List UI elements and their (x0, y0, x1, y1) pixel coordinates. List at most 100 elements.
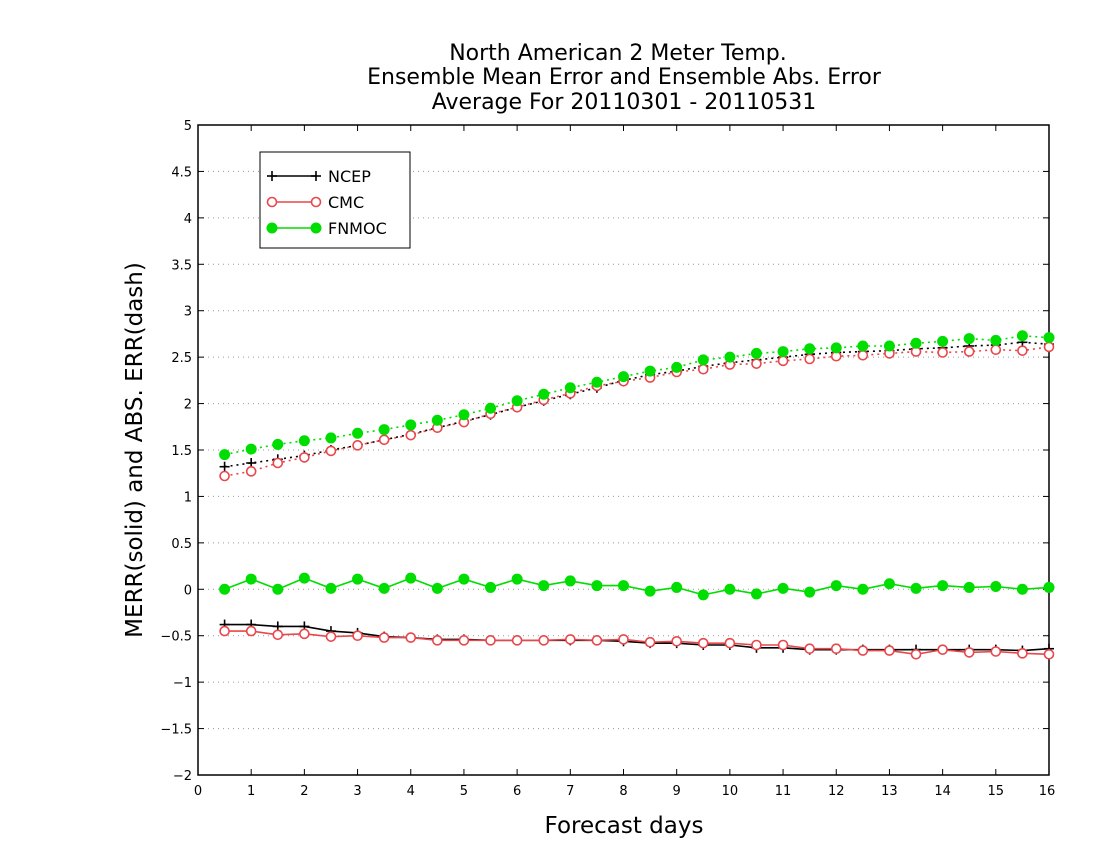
point-cmc-abs-err (1043, 341, 1055, 353)
point-cmc-abs-err (697, 363, 709, 375)
point-fnmoc-merr (910, 582, 922, 594)
x-tick-label: 1 (247, 784, 255, 799)
point-cmc-merr (990, 646, 1002, 657)
x-tick-label: 3 (353, 784, 361, 799)
chart-title-line-1: North American 2 Meter Temp. (449, 41, 787, 66)
series-fnmoc-abs-err-line (224, 334, 1050, 456)
point-fnmoc-merr (990, 581, 1002, 592)
point-cmc-abs-err (352, 440, 363, 451)
point-fnmoc-abs-err (431, 414, 443, 426)
point-fnmoc-abs-err (1043, 332, 1055, 344)
series-layer (219, 330, 1055, 660)
point-cmc-merr (910, 648, 922, 660)
point-fnmoc-merr (830, 580, 842, 592)
point-fnmoc-abs-err (298, 435, 310, 447)
point-fnmoc-abs-err (272, 438, 284, 450)
chart-title-line-2: Ensemble Mean Error and Ensemble Abs. Er… (367, 65, 882, 90)
x-tick-label: 7 (566, 784, 574, 799)
point-fnmoc-merr (671, 581, 683, 593)
y-tick-label: 0 (184, 583, 192, 598)
legend-fnmoc-label: FNMOC (328, 219, 387, 238)
point-fnmoc-merr (857, 583, 869, 595)
point-fnmoc-merr (724, 583, 736, 595)
point-fnmoc-merr (618, 580, 629, 592)
point-cmc-merr (299, 628, 310, 640)
point-fnmoc-abs-err (511, 395, 523, 407)
legend-ncep-marker-right (311, 171, 321, 181)
point-cmc-abs-err (804, 353, 815, 365)
point-fnmoc-merr (963, 581, 975, 593)
point-fnmoc-abs-err (644, 365, 656, 377)
point-fnmoc-merr (378, 582, 390, 594)
point-cmc-merr (1017, 648, 1028, 659)
point-ncep-abs-err (219, 461, 230, 472)
x-tick-label: 0 (194, 784, 202, 799)
legend-ncep-marker-left (267, 171, 277, 181)
y-tick-label: 1.5 (171, 444, 192, 459)
point-cmc-merr (724, 637, 736, 649)
point-fnmoc-merr (325, 582, 337, 594)
legend-box (259, 151, 411, 249)
point-fnmoc-abs-err (937, 335, 949, 347)
series-fnmoc-merr-line (224, 577, 1050, 596)
point-fnmoc-abs-err (830, 342, 842, 354)
chart-title-line-3: Average For 20110301 - 20110531 (432, 90, 817, 115)
x-tick-label: 14 (934, 784, 951, 799)
point-fnmoc-abs-err (804, 343, 816, 355)
point-fnmoc-merr (485, 581, 497, 593)
point-cmc-merr (777, 639, 789, 651)
point-fnmoc-abs-err (963, 333, 975, 345)
point-cmc-merr (644, 636, 656, 648)
point-cmc-merr (458, 635, 470, 646)
point-fnmoc-merr (219, 583, 231, 595)
point-cmc-merr (565, 634, 576, 645)
point-cmc-merr (352, 630, 363, 642)
point-fnmoc-merr (538, 580, 550, 592)
point-cmc-merr (405, 632, 417, 643)
y-tick-label: 4.5 (171, 165, 192, 180)
point-cmc-merr (884, 645, 895, 656)
point-fnmoc-abs-err (245, 443, 257, 455)
point-cmc-abs-err (272, 457, 284, 469)
legend-cmc-marker-left (266, 196, 278, 208)
point-fnmoc-abs-err (750, 347, 762, 359)
y-tick-label: 5 (184, 119, 192, 134)
point-fnmoc-abs-err (378, 424, 390, 436)
point-cmc-abs-err (751, 358, 762, 369)
x-tick-label: 15 (988, 784, 1005, 799)
point-fnmoc-abs-err (458, 409, 470, 421)
point-cmc-abs-err (378, 434, 390, 446)
point-cmc-merr (272, 629, 284, 641)
point-cmc-merr (1043, 648, 1055, 660)
point-cmc-abs-err (857, 349, 869, 361)
point-fnmoc-abs-err (591, 376, 603, 388)
x-tick-label: 2 (300, 784, 308, 799)
point-cmc-merr (618, 634, 629, 645)
point-cmc-merr (432, 635, 443, 646)
point-fnmoc-merr (245, 573, 257, 585)
point-cmc-abs-err (990, 344, 1002, 356)
point-fnmoc-merr (697, 589, 709, 601)
legend-fnmoc-marker-left (266, 222, 278, 234)
point-fnmoc-abs-err (883, 340, 895, 352)
point-fnmoc-abs-err (857, 340, 869, 352)
point-fnmoc-abs-err (618, 371, 629, 383)
point-fnmoc-merr (591, 580, 603, 592)
point-fnmoc-abs-err (1016, 330, 1028, 342)
point-fnmoc-abs-err (777, 346, 789, 358)
point-fnmoc-abs-err (405, 419, 417, 431)
point-fnmoc-merr (937, 580, 949, 592)
point-fnmoc-merr (644, 585, 656, 597)
point-fnmoc-merr (564, 575, 576, 587)
x-tick-label: 12 (828, 784, 845, 799)
y-tick-label: −2 (173, 769, 192, 784)
axis-ticks: −2−1.5−1−0.500.511.522.533.544.550 1 2 3 4 5 6… (160, 119, 1055, 799)
x-tick-label: 13 (881, 784, 898, 799)
point-cmc-abs-err (325, 445, 337, 457)
point-fnmoc-merr (1016, 583, 1028, 595)
x-axis-label: Forecast days (545, 813, 704, 839)
legend: NCEP CMC FNMOC (259, 151, 411, 249)
point-fnmoc-abs-err (697, 354, 709, 366)
y-tick-label: 3 (184, 305, 192, 320)
